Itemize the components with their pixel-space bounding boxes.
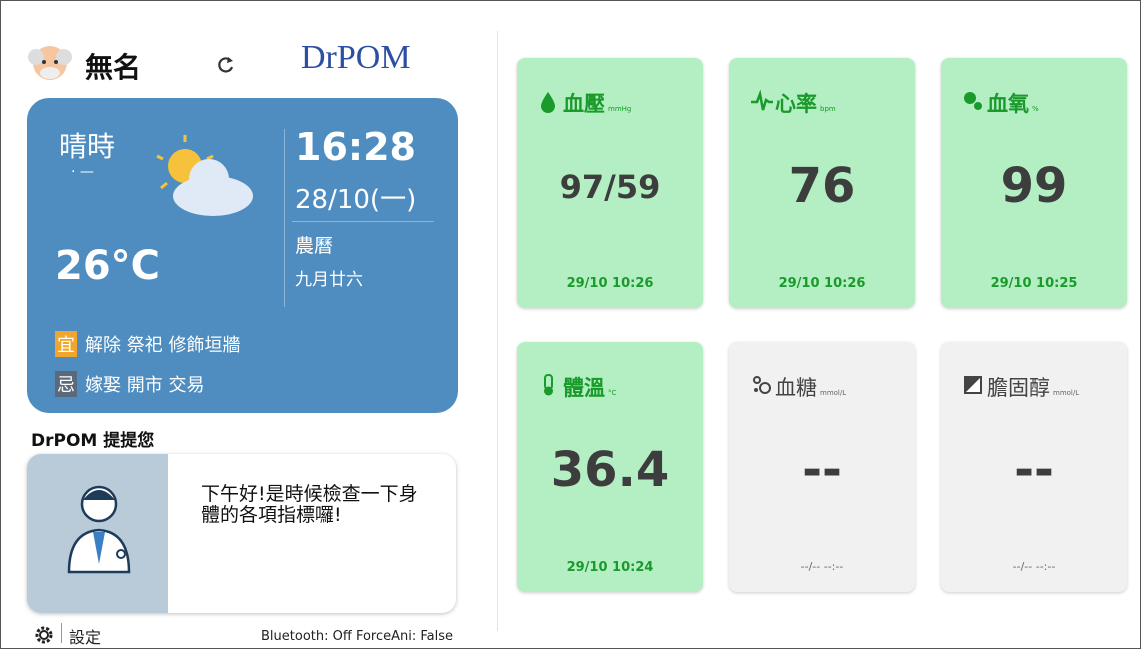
metric-value: 97/59 xyxy=(517,168,703,206)
app: 無名 DrPOM 晴時 · — 16:28 28/10(一) 農曆 九月廿六 2… xyxy=(0,0,1141,649)
metric-icon xyxy=(751,374,773,398)
reminder-message: 下午好!是時候檢查一下身體的各項指標囉! xyxy=(201,484,431,526)
weather-condition-sub: · — xyxy=(71,164,94,180)
divider xyxy=(284,129,285,307)
metric-name: 血氧 xyxy=(987,92,1029,116)
metric-value: 36.4 xyxy=(517,442,703,498)
weather-condition: 晴時 xyxy=(59,125,115,165)
metric-value: 99 xyxy=(941,158,1127,214)
metric-icon xyxy=(751,90,773,114)
metric-value: -- xyxy=(729,442,915,498)
metric-icon xyxy=(963,90,985,114)
metric-value: 76 xyxy=(729,158,915,214)
divider xyxy=(61,623,62,643)
metric-time: 29/10 10:25 xyxy=(941,276,1127,291)
metric-card[interactable]: 體溫°C 36.4 29/10 10:24 xyxy=(517,342,703,592)
settings-label[interactable]: 設定 xyxy=(69,624,101,648)
status-text: Bluetooth: Off ForceAni: False xyxy=(261,629,453,644)
user-name: 無名 xyxy=(85,46,141,86)
metric-unit: mmHg xyxy=(608,105,631,113)
metric-title: 血氧% xyxy=(987,88,1039,118)
doctor-icon xyxy=(49,472,149,592)
lunar-label: 農曆 xyxy=(295,231,333,258)
metric-icon xyxy=(963,374,985,398)
metric-name: 血壓 xyxy=(563,92,605,116)
metric-time: --/-- --:-- xyxy=(941,560,1127,573)
metric-name: 體溫 xyxy=(563,376,605,400)
metric-time: 29/10 10:26 xyxy=(729,276,915,291)
metric-icon xyxy=(539,374,561,398)
good-label: 宜 xyxy=(55,331,77,357)
weather-icon xyxy=(151,131,261,221)
clock: 16:28 xyxy=(295,125,416,169)
reminder-title: DrPOM 提提您 xyxy=(31,426,154,451)
reminder-card: 下午好!是時候檢查一下身體的各項指標囉! xyxy=(27,454,456,613)
metric-unit: bpm xyxy=(820,105,836,113)
metric-icon xyxy=(539,90,561,114)
lunar-date: 九月廿六 xyxy=(295,265,363,290)
metric-unit: °C xyxy=(608,389,616,397)
metric-time: 29/10 10:24 xyxy=(517,560,703,575)
metric-card[interactable]: 血氧% 99 29/10 10:25 xyxy=(941,58,1127,308)
avatar xyxy=(25,37,75,87)
metric-unit: mmol/L xyxy=(1053,389,1079,397)
bad-items: 嫁娶 開市 交易 xyxy=(85,371,204,397)
metric-name: 膽固醇 xyxy=(987,376,1050,400)
temperature: 26°C xyxy=(55,243,160,289)
logo: DrPOM xyxy=(301,39,411,77)
good-items: 解除 祭祀 修飾垣牆 xyxy=(85,331,240,357)
date: 28/10(一) xyxy=(295,179,416,216)
metric-title: 體溫°C xyxy=(563,372,616,402)
metric-unit: mmol/L xyxy=(820,389,846,397)
metric-name: 心率 xyxy=(775,92,817,116)
metric-name: 血糖 xyxy=(775,376,817,400)
bad-label: 忌 xyxy=(55,371,77,397)
metric-unit: % xyxy=(1032,105,1039,113)
panel-divider xyxy=(497,31,498,631)
divider xyxy=(292,221,434,222)
metric-value: -- xyxy=(941,442,1127,498)
refresh-button[interactable] xyxy=(215,53,237,75)
metric-time: 29/10 10:26 xyxy=(517,276,703,291)
settings-icon[interactable] xyxy=(33,624,55,646)
metric-time: --/-- --:-- xyxy=(729,560,915,573)
